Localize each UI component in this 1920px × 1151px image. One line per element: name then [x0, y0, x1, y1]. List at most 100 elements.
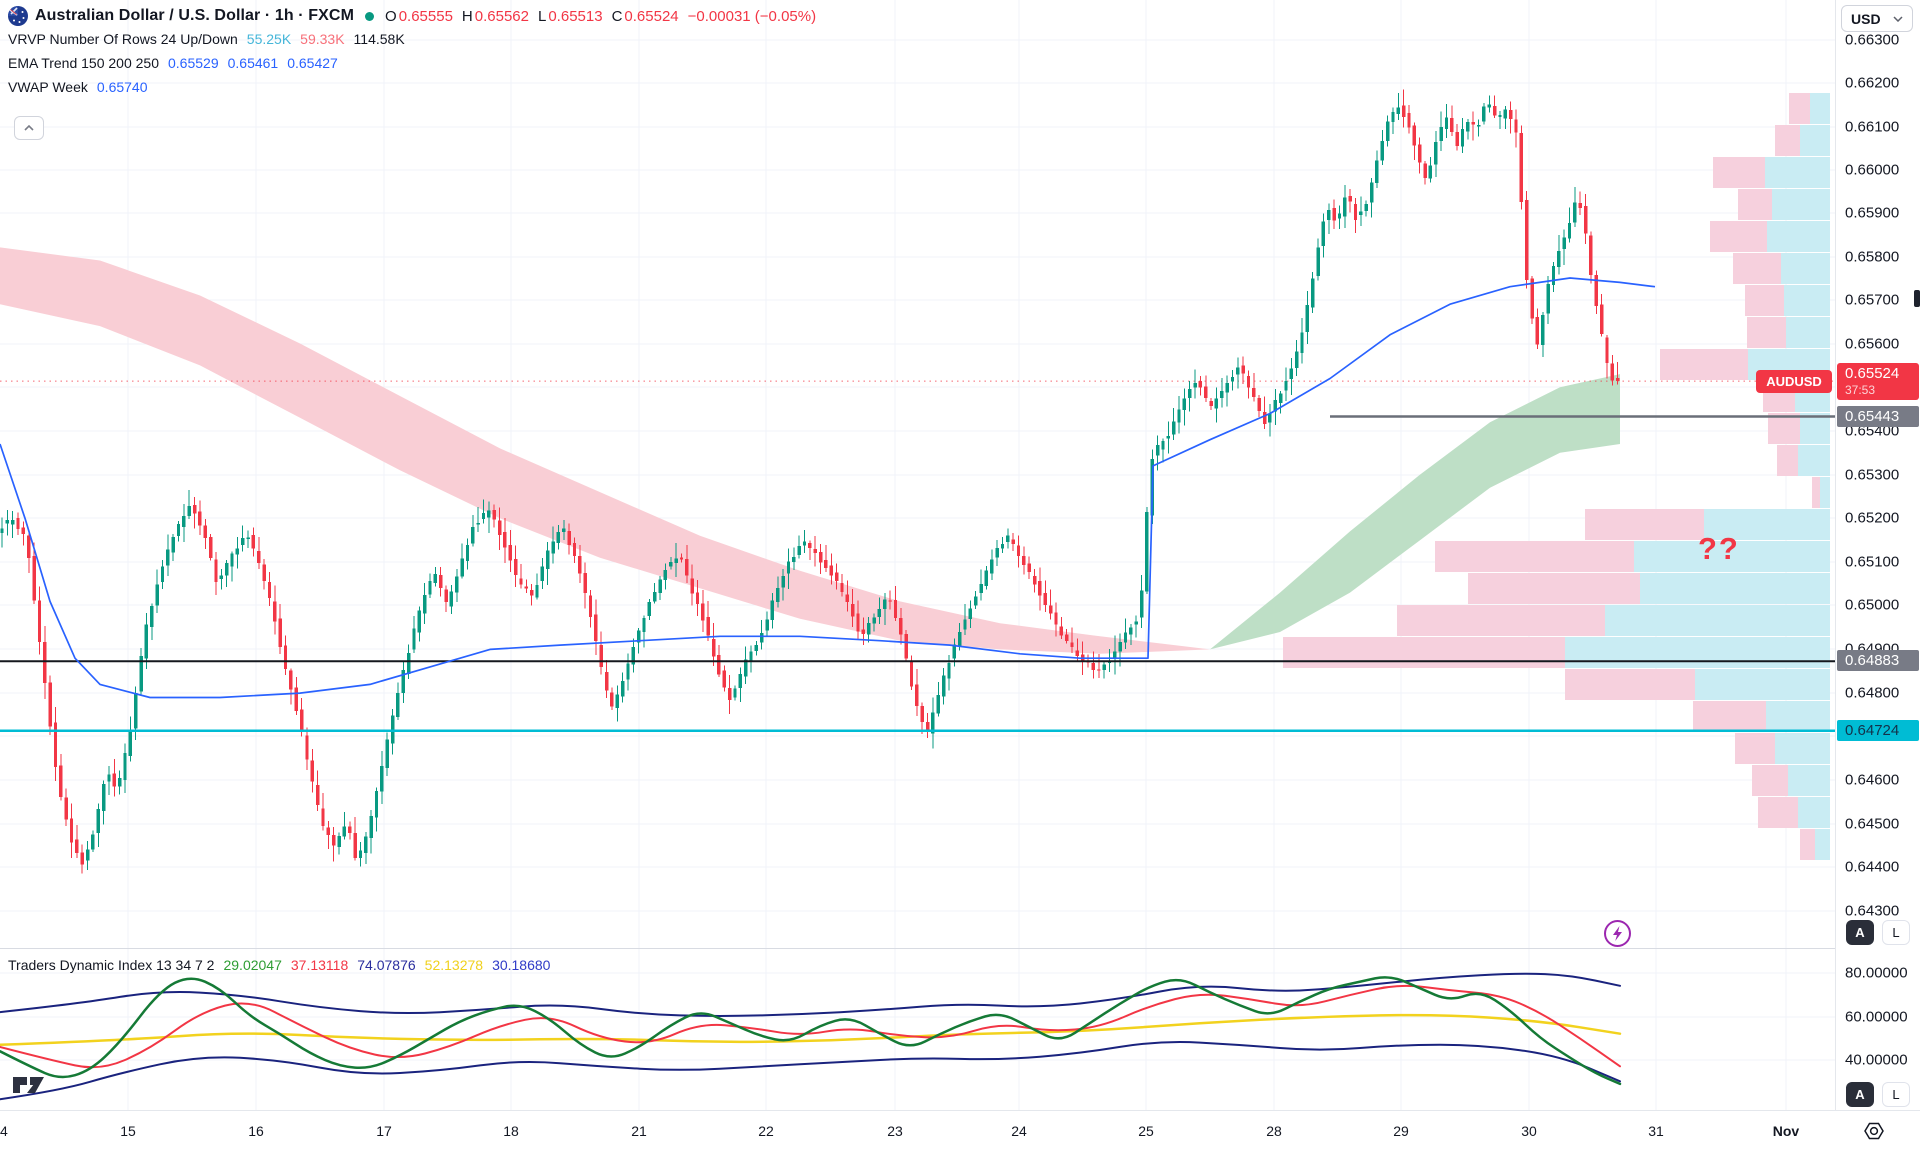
price-axis-label: 0.66100	[1845, 118, 1900, 136]
current-price-value: 0.65524	[1845, 364, 1900, 382]
time-axis-label: 22	[758, 1123, 774, 1139]
auto-scale-button[interactable]: A	[1846, 920, 1874, 945]
vwap-line	[0, 277, 1656, 699]
candlestick-series	[0, 89, 1620, 874]
time-axis-label: 17	[376, 1123, 392, 1139]
price-axis-label: 0.64300	[1845, 902, 1900, 920]
indicator-value: 0.65529	[168, 55, 219, 71]
tdi-axis-label: 80.00000	[1845, 964, 1908, 982]
time-axis-label: 24	[1011, 1123, 1027, 1139]
price-axis-label: 0.65800	[1845, 248, 1900, 266]
market-status-dot[interactable]	[365, 11, 375, 21]
time-axis-label: 14	[0, 1123, 8, 1139]
time-axis[interactable]: 14 15 16 17 18 21 22 23 24 25 28 29 30 31 Nov	[0, 1110, 1920, 1151]
time-axis-label: 23	[887, 1123, 903, 1139]
tdi-pane-scale-buttons: A L	[1846, 1082, 1910, 1107]
indicator-value: 30.18680	[492, 957, 551, 973]
indicator-label: VRVP Number Of Rows 24 Up/Down	[8, 31, 238, 47]
ema-trend-ribbon	[0, 247, 1620, 654]
volume-profile	[1283, 93, 1830, 860]
indicator-value: 59.33K	[300, 31, 345, 47]
indicator-row-vwap[interactable]: VWAP Week 0.65740	[8, 77, 148, 97]
price-axis-label: 0.65200	[1845, 509, 1900, 527]
current-price-label: 0.65524 37:53	[1837, 363, 1919, 400]
main-pane-scale-buttons: A L	[1846, 920, 1910, 945]
indicator-value: 52.13278	[424, 957, 484, 973]
tdi-axis-label: 40.00000	[1845, 1051, 1908, 1069]
log-scale-button[interactable]: L	[1882, 920, 1910, 945]
currency-toggle-button[interactable]: USD	[1841, 5, 1913, 32]
price-axis-label: 0.65300	[1845, 466, 1900, 484]
collapse-indicators-button[interactable]	[14, 116, 44, 140]
tdi-rsi-line	[0, 976, 1622, 1086]
price-axis-label: 0.64400	[1845, 858, 1900, 876]
price-axis-label: 0.65600	[1845, 335, 1900, 353]
indicator-label: EMA Trend 150 200 250	[8, 55, 159, 71]
bar-countdown: 37:53	[1845, 382, 1876, 397]
indicator-value: 0.65461	[227, 55, 279, 71]
level-label-0-65443: 0.65443	[1837, 406, 1919, 427]
indicator-values: 0.65740	[97, 79, 148, 95]
indicator-value: 114.58K	[353, 31, 405, 47]
auto-scale-button[interactable]: A	[1846, 1082, 1874, 1107]
indicator-values: 29.02047 37.13118 74.07876 52.13278 30.18680	[223, 957, 550, 973]
indicator-row-ema-trend[interactable]: EMA Trend 150 200 250 0.65529 0.65461 0.65…	[8, 53, 338, 73]
time-axis-label: 29	[1393, 1123, 1409, 1139]
indicator-value: 74.07876	[357, 957, 416, 973]
change-value: −0.00031 (−0.05%)	[687, 7, 817, 25]
tdi-lower-band	[0, 1041, 1621, 1101]
level-label-0-64724: 0.64724	[1837, 720, 1919, 741]
indicator-value: 29.02047	[223, 957, 282, 973]
indicator-value: 0.65740	[96, 79, 148, 95]
tdi-lines	[0, 972, 1622, 1101]
symbol-logo	[8, 6, 28, 26]
time-axis-label: 18	[503, 1123, 519, 1139]
indicator-label: VWAP Week	[8, 79, 88, 95]
tdi-signal-line	[0, 984, 1621, 1069]
ohlc-item: O 0.65555	[385, 7, 453, 25]
indicator-values: 55.25K 59.33K 114.58K	[247, 31, 405, 47]
log-scale-button[interactable]: L	[1882, 1082, 1910, 1107]
tdi-market-baseline	[0, 1013, 1622, 1047]
pane-separator[interactable]	[0, 948, 1835, 949]
time-axis-label: Nov	[1772, 1123, 1800, 1139]
current-price-symbol-tag: AUDUSD	[1756, 370, 1832, 393]
indicator-row-tdi[interactable]: Traders Dynamic Index 13 34 7 2 29.02047…	[8, 955, 550, 975]
ohlc-values: O 0.65555 H 0.65562 L 0.65513 C 0.65524	[385, 8, 679, 25]
indicator-value: 37.13118	[290, 957, 349, 973]
ohlc-item: L 0.65513	[538, 7, 603, 25]
tradingview-logo	[13, 1077, 44, 1093]
symbol-title: Australian Dollar / U.S. Dollar · 1h · F…	[35, 7, 355, 24]
price-axis-label: 0.64600	[1845, 771, 1900, 789]
price-axis-label: 0.64800	[1845, 684, 1900, 702]
symbol-header[interactable]: Australian Dollar / U.S. Dollar · 1h · F…	[8, 4, 816, 28]
currency-label: USD	[1851, 10, 1881, 27]
price-axis-label: 0.64500	[1845, 815, 1900, 833]
question-marks-annotation[interactable]: ??	[1698, 531, 1740, 566]
indicator-row-vrvp[interactable]: VRVP Number Of Rows 24 Up/Down 55.25K 59.…	[8, 29, 405, 49]
lightning-icon	[1604, 920, 1631, 947]
indicator-label: Traders Dynamic Index 13 34 7 2	[8, 957, 215, 973]
quick-trade-button[interactable]	[1603, 919, 1632, 948]
time-axis-label: 31	[1648, 1123, 1664, 1139]
price-scale-handle[interactable]	[1914, 290, 1920, 307]
tdi-upper-band	[0, 972, 1621, 1017]
ohlc-item: H 0.65562	[461, 7, 529, 25]
timezone-settings-button[interactable]	[1862, 1119, 1886, 1143]
time-axis-label: 15	[120, 1123, 136, 1139]
indicator-value: 55.25K	[246, 31, 292, 47]
price-axis-label: 0.66000	[1845, 161, 1900, 179]
indicator-value: 0.65427	[287, 55, 338, 71]
price-axis-label: 0.65000	[1845, 596, 1900, 614]
price-axis-label: 0.66200	[1845, 74, 1900, 92]
tdi-axis-label: 60.00000	[1845, 1008, 1908, 1026]
hexagon-clock-icon	[1864, 1122, 1884, 1140]
price-axis-label: 0.65700	[1845, 291, 1900, 309]
price-axis-border	[1835, 0, 1836, 1151]
price-axis-label: 0.65100	[1845, 553, 1900, 571]
time-axis-label: 25	[1138, 1123, 1154, 1139]
time-axis-label: 21	[631, 1123, 647, 1139]
time-axis-label: 16	[248, 1123, 264, 1139]
